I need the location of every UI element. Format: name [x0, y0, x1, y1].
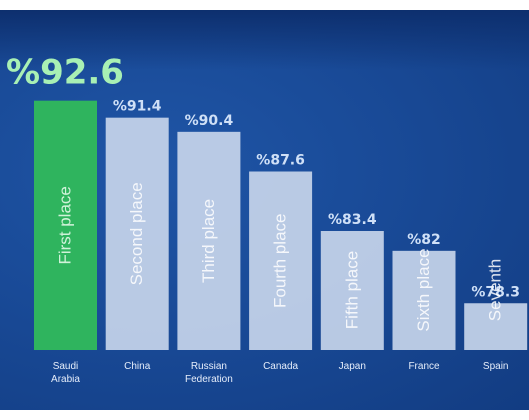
- rank-label: Fifth place: [342, 251, 361, 329]
- rank-label: Sixth place: [414, 248, 433, 331]
- bar: [249, 171, 313, 350]
- value-label: %92.6: [6, 53, 124, 93]
- value-label: %82: [407, 232, 441, 248]
- value-label: %91.4: [113, 99, 162, 115]
- category-label: Federation: [185, 374, 233, 385]
- value-label: %78.3: [471, 284, 520, 300]
- category-label: Russian: [191, 361, 227, 372]
- category-label: Canada: [263, 361, 298, 372]
- rank-label: First place: [56, 186, 75, 264]
- bar: [320, 231, 384, 350]
- rank-label: Third place: [199, 199, 218, 283]
- rank-label: Seventh: [486, 259, 505, 321]
- bar: [34, 100, 97, 351]
- category-label: Saudi: [53, 361, 79, 372]
- value-label: %87.6: [256, 153, 305, 169]
- category-label: Arabia: [51, 374, 80, 385]
- category-label: Japan: [339, 361, 366, 372]
- rank-label: Second place: [127, 182, 146, 285]
- bar: [105, 117, 169, 351]
- bar: [392, 250, 456, 350]
- value-label: %90.4: [185, 113, 234, 129]
- category-label: China: [124, 361, 151, 372]
- category-label: France: [408, 361, 440, 372]
- value-label: %83.4: [328, 212, 377, 228]
- category-label: Spain: [483, 361, 509, 372]
- rank-label: Fourth place: [271, 214, 290, 309]
- bar: [177, 131, 241, 350]
- bar: [464, 303, 528, 350]
